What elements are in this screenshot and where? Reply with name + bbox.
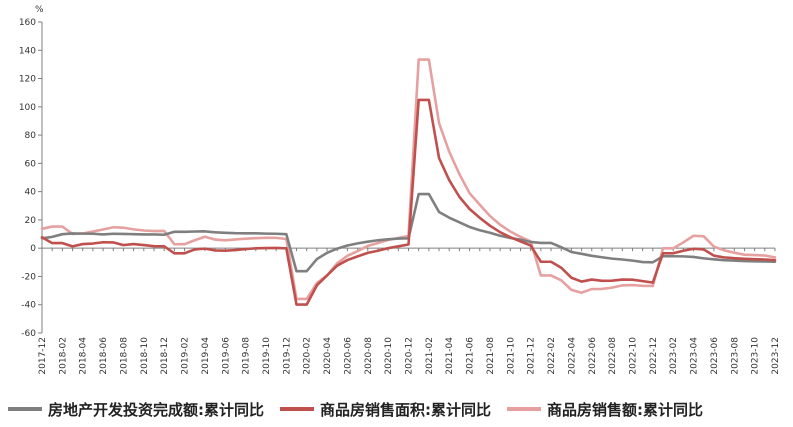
x-tick-label: 2020-08 [364, 337, 374, 375]
legend-label-investment: 房地产开发投资完成额:累计同比 [48, 400, 265, 419]
legend-swatch-sales-area [280, 407, 315, 411]
y-tick-label: -20 [21, 272, 36, 282]
legend-item-sales-value: 商品房销售额:累计同比 [507, 399, 703, 420]
legend-item-investment: 房地产开发投资完成额:累计同比 [8, 399, 264, 420]
series-line-2 [40, 58, 777, 301]
x-tick-label: 2019-08 [242, 337, 252, 375]
x-tick-label: 2022-12 [649, 337, 659, 375]
x-tick-label: 2022-06 [588, 337, 598, 375]
y-tick-label: 0 [30, 244, 36, 254]
x-tick-label: 2019-12 [282, 337, 292, 375]
line-chart: % -60 -40 -20 0 20 40 60 80 100 120 140 160 2017-12… [19, 5, 781, 375]
x-tick-label: 2018-12 [160, 337, 170, 375]
x-tick-label: 2018-06 [99, 337, 109, 375]
y-tick-label: 40 [25, 188, 37, 198]
legend-item-sales-area: 商品房销售面积:累计同比 [280, 399, 491, 420]
x-tick-label: 2021-06 [466, 337, 476, 375]
x-tick-label: 2018-08 [119, 337, 129, 375]
y-axis: -60 -40 -20 0 20 40 60 80 100 120 140 160 [19, 18, 43, 339]
x-tick-label: 2020-02 [303, 337, 313, 375]
x-tick-label: 2022-08 [608, 337, 618, 375]
y-axis-unit: % [35, 5, 44, 15]
legend-label-sales-area: 商品房销售面积:累计同比 [320, 400, 492, 419]
x-tick-label: 2020-12 [405, 337, 415, 375]
x-tick-label: 2019-02 [181, 337, 191, 375]
x-tick-label: 2018-02 [58, 337, 68, 375]
legend-swatch-investment [8, 407, 42, 411]
legend-label-sales-value: 商品房销售额:累计同比 [547, 400, 704, 419]
y-tick-label: 120 [19, 75, 36, 85]
x-tick-label: 2017-12 [38, 337, 48, 375]
x-tick-label: 2023-12 [771, 337, 781, 375]
y-tick-label: 80 [25, 131, 37, 141]
y-tick-label: 20 [25, 216, 37, 226]
x-tick-label: 2023-04 [690, 337, 700, 375]
x-axis: 2017-12 2018-02 2018-04 2018-06 2018-08 2018-… [38, 247, 781, 375]
y-tick-label: 140 [19, 46, 36, 56]
x-tick-label: 2019-10 [262, 337, 272, 375]
x-tick-label: 2021-04 [445, 337, 455, 375]
x-tick-label: 2019-06 [221, 337, 231, 375]
x-tick-label: 2018-04 [79, 337, 89, 375]
x-tick-label: 2020-04 [323, 337, 333, 375]
y-tick-label: 60 [25, 159, 37, 169]
x-tick-label: 2018-10 [140, 337, 150, 375]
x-tick-label: 2019-04 [201, 337, 211, 375]
y-tick-label: 100 [19, 103, 36, 113]
x-tick-label: 2020-10 [384, 337, 394, 375]
series-lines [40, 58, 777, 306]
x-tick-label: 2023-06 [710, 337, 720, 375]
legend: 房地产开发投资完成额:累计同比 商品房销售面积:累计同比 商品房销售额:累计同比 [8, 396, 788, 422]
x-tick-label: 2021-10 [506, 337, 516, 375]
x-tick-label: 2022-10 [628, 337, 638, 375]
y-tick-label: -40 [21, 301, 36, 311]
x-tick-label: 2023-08 [730, 337, 740, 375]
x-tick-label: 2023-02 [669, 337, 679, 375]
series-line-1 [40, 98, 777, 306]
y-tick-label: 160 [19, 18, 36, 28]
x-tick-label: 2020-06 [343, 337, 353, 375]
legend-swatch-sales-value [507, 407, 542, 411]
x-tick-label: 2021-12 [527, 337, 537, 375]
x-tick-label: 2021-02 [425, 337, 435, 375]
x-tick-label: 2021-08 [486, 337, 496, 375]
x-tick-label: 2022-02 [547, 337, 557, 375]
x-tick-label: 2022-04 [567, 337, 577, 375]
x-tick-label: 2023-10 [751, 337, 761, 375]
y-tick-label: -60 [21, 329, 36, 339]
